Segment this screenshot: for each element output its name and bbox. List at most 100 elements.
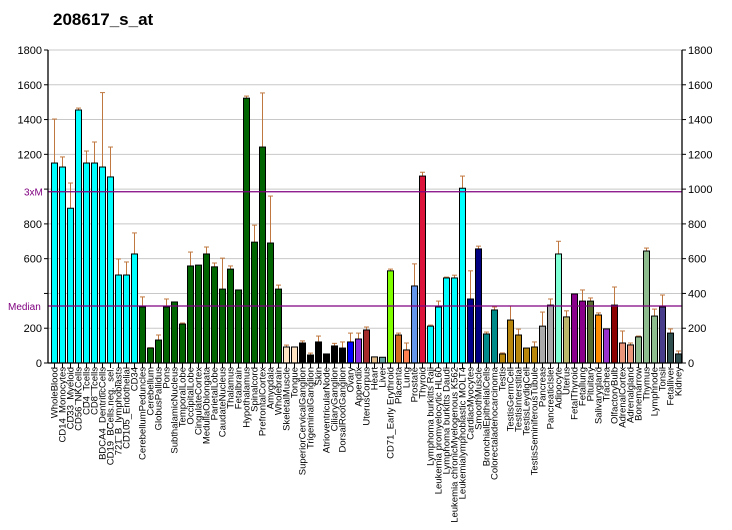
bar (91, 162, 98, 364)
x-tick-label: CerebellumPeduncles (138, 367, 149, 460)
x-tick-label: Adipocyte (554, 367, 565, 409)
bar (419, 175, 426, 364)
x-tick-label: Lymphnode (650, 367, 661, 416)
x-tick-label: Hypothalamus (242, 367, 253, 428)
reference-line-label: Median (8, 302, 41, 313)
x-tick-label: GlobusPallidus (154, 367, 165, 431)
x-tick-label: OccipitalLobe (186, 367, 197, 425)
x-tick-label: Tongue (290, 367, 301, 398)
bar (435, 306, 442, 364)
x-tick-label: Heart (370, 367, 381, 391)
bar (651, 315, 658, 364)
bar (619, 342, 626, 364)
bar (411, 285, 418, 364)
x-tick-label: BDCA4_DentriticCells (98, 367, 109, 460)
bar (643, 250, 650, 364)
x-tick-label: SubthalamicNucleus (170, 367, 181, 454)
bar (163, 306, 170, 364)
x-tick-label: Fetalbrain (234, 367, 245, 409)
x-tick-label: Adrenalgland (626, 367, 637, 423)
reference-line-label: 3xM (24, 188, 43, 199)
x-tick-label: TestisGermCell (506, 367, 517, 431)
y-tick-label-right: 600 (688, 254, 706, 266)
y-tick-label-right: 1200 (688, 149, 712, 161)
x-tick-label: CD19_BCells.neg._sel. (106, 367, 117, 465)
bar (603, 328, 610, 364)
bar (675, 353, 682, 364)
bar (587, 300, 594, 364)
bar (195, 264, 202, 364)
x-tick-label: TrigeminalGanglion (306, 367, 317, 449)
y-tick-label-right: 1000 (688, 184, 712, 196)
x-tick-label: Ovary (346, 367, 357, 393)
bar (667, 332, 674, 364)
bar (331, 345, 338, 364)
bar (379, 356, 386, 364)
y-tick-label-right: 1800 (688, 45, 712, 57)
y-tick-label-right: 1600 (688, 80, 712, 92)
x-tick-label: AdrenalCortex (618, 367, 629, 428)
y-tick-label-right: 800 (688, 219, 706, 231)
x-tick-label: CD14_Monocytes (58, 367, 69, 443)
x-tick-label: TemporalLobe (178, 367, 189, 427)
bar (339, 347, 346, 364)
x-tick-label: TestisInterstitial (514, 367, 525, 432)
y-tick-label-left: 1200 (18, 149, 42, 161)
x-tick-label: Bonemarrow (634, 367, 645, 421)
y-tick-label-left: 200 (24, 323, 42, 335)
x-tick-label: SkeletalMuscle (282, 367, 293, 431)
x-tick-label: AtrioventricularNode (322, 367, 333, 453)
bar (67, 207, 74, 364)
bar (459, 187, 466, 364)
x-tick-label: CardiacMyocytes (466, 367, 477, 440)
x-tick-label: TestisLeydigCell (522, 367, 533, 436)
bar (299, 342, 306, 364)
chart-title: 208617_s_at (53, 10, 154, 29)
x-tick-label: CD71_Early Erythroid (386, 367, 397, 459)
y-tick-label-left: 800 (24, 219, 42, 231)
x-tick-label: Leukemialymphoblastic MOLT4 (458, 367, 469, 499)
bar (523, 347, 530, 364)
x-tick-label: Thyroid (418, 367, 429, 399)
bar (51, 162, 58, 364)
bar (235, 289, 242, 364)
x-tick-label: CD56_NKCells (74, 367, 85, 431)
bar (315, 341, 322, 364)
x-tick-label: Wholebrain (274, 367, 285, 415)
x-tick-label: CD34 (130, 367, 141, 391)
bar (139, 306, 146, 364)
bar (515, 334, 522, 364)
x-tick-label: CD105_Endothelial (122, 367, 133, 449)
x-tick-label: Liver (378, 367, 389, 388)
x-tick-label: UterusCorpus (362, 367, 373, 426)
x-tick-label: CD33_Myeloid (66, 367, 77, 429)
bar (275, 288, 282, 364)
bar (211, 266, 218, 364)
bar (131, 253, 138, 364)
x-tick-label: Lung (402, 367, 413, 388)
x-tick-label: Colorectaladenocarcinoma (490, 366, 501, 480)
x-tick-label: Trachea (602, 366, 613, 401)
bar (187, 265, 194, 364)
x-tick-label: CaudateNucleus (218, 367, 229, 437)
y-tick-label-right: 400 (688, 288, 706, 300)
x-tick-label: Thymus (642, 367, 653, 401)
y-tick-label-left: 600 (24, 254, 42, 266)
bar (227, 268, 234, 364)
x-tick-label: Kidney (674, 367, 685, 396)
bar (595, 314, 602, 364)
bar (355, 338, 362, 364)
x-tick-label: Pituitary (586, 367, 597, 402)
x-tick-label: Placenta (394, 366, 405, 404)
bar (627, 344, 634, 364)
x-tick-label: CiliaryGanglion (330, 367, 341, 431)
y-tick-label-right: 1400 (688, 115, 712, 127)
bar (251, 241, 258, 364)
x-tick-label: SuperiorCervicalGanglion (298, 367, 309, 475)
x-tick-label: ParietalLobe (210, 367, 221, 420)
bar (267, 242, 274, 364)
bar (427, 325, 434, 364)
x-tick-label: Skin (314, 367, 325, 385)
bar (483, 333, 490, 364)
